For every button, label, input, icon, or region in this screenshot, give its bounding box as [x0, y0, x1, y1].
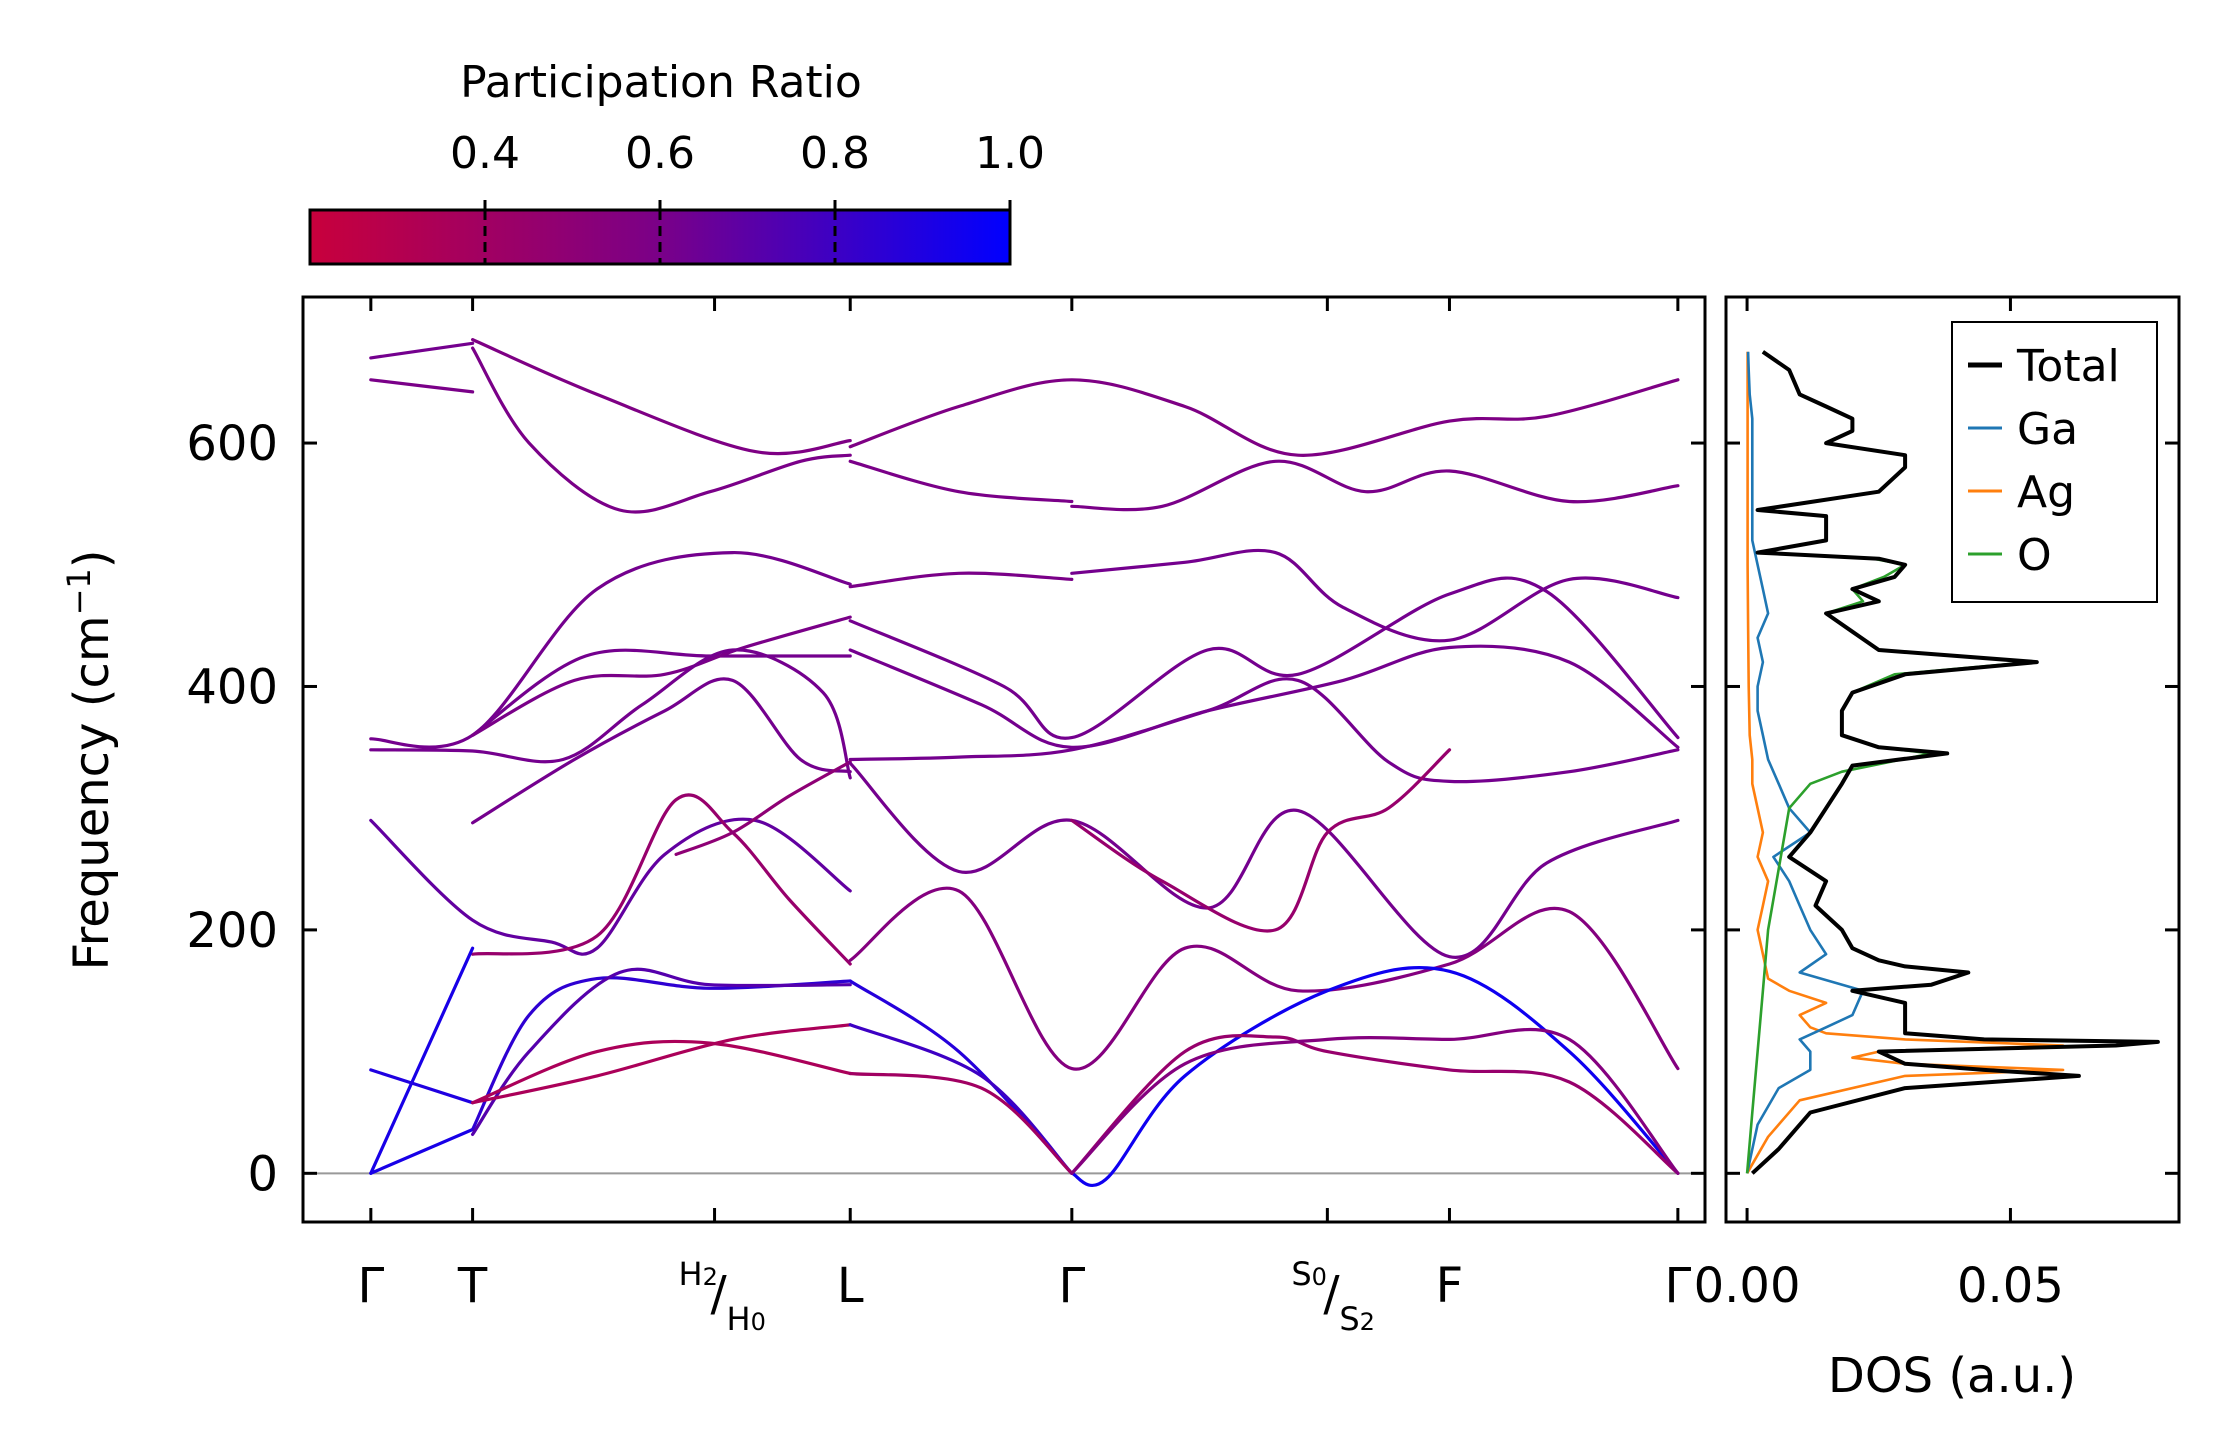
colorbar-tick-label: 0.4: [450, 128, 520, 179]
kpoint-label-top-sub: 2: [703, 1263, 718, 1291]
phonon-band: [848, 979, 1074, 1175]
kpoint-label-top: S0: [1291, 1255, 1327, 1293]
phonon-band: [1070, 1027, 1680, 1175]
dos-ticks: 0.00 0.05: [1694, 297, 2064, 1314]
phonon-band: [471, 1039, 852, 1105]
dos-curve-ag: [1745, 351, 2065, 1174]
ylabel-main: Frequency (cm: [64, 615, 120, 970]
phonon-band: [471, 346, 852, 514]
kpoint-label: T: [457, 1258, 488, 1314]
phonon-band: [674, 760, 852, 856]
kpoint-label-bottom-sub: 0: [751, 1308, 766, 1336]
frequency-tick-label: 0: [247, 1146, 278, 1202]
dos-axes-frame: [1724, 295, 2181, 1224]
frequency-ticks: 0 200 400 600: [186, 416, 2179, 1202]
dos-axis-label: DOS (a.u.): [1828, 1348, 2076, 1404]
kpoint-label-slash: /: [1323, 1266, 1340, 1322]
colorbar-tick-label: 0.6: [625, 128, 695, 179]
colorbar: Participation Ratio 0.4 0.6 0.8 1.0: [308, 57, 1045, 266]
phonon-band: [848, 571, 1074, 589]
phonon-band: [1070, 1034, 1680, 1175]
kpoint-label: Γ: [1664, 1258, 1691, 1314]
ylabel-superscript: −1: [60, 568, 98, 615]
legend-label: Ga: [2017, 404, 2078, 455]
colorbar-label: Participation Ratio: [460, 57, 862, 108]
phonon-band: [1070, 748, 1452, 933]
phonon-band: [471, 1023, 852, 1105]
colorbar-tick-label: 0.8: [800, 128, 870, 179]
phonon-band: [471, 967, 852, 1136]
colorbar-ticks: 0.4 0.6 0.8 1.0: [450, 128, 1045, 264]
phonon-band: [848, 378, 1680, 457]
frequency-axis-label: Frequency (cm−1): [60, 549, 120, 970]
kpoint-label-bottom: H0: [727, 1300, 766, 1338]
phonon-band: [848, 677, 1680, 784]
kpoint-label-bottom-letter: S: [1339, 1300, 1359, 1338]
phonon-band: [848, 886, 1680, 1071]
dos-tick-label: 0.00: [1694, 1258, 1801, 1314]
frequency-tick-label: 200: [186, 903, 278, 959]
dos-tick-label: 0.05: [1957, 1258, 2064, 1314]
phonon-band: [848, 459, 1074, 504]
phonon-band: [848, 576, 1680, 740]
dos-curve-total: [1750, 350, 2160, 1175]
phonon-band: [471, 338, 852, 456]
phonon-band: [848, 1071, 1074, 1175]
kpoint-label-top-sub: 0: [1312, 1263, 1327, 1291]
phonon-band: [848, 1023, 1074, 1175]
ylabel-tail: ): [64, 549, 120, 568]
kpoint-label-top: H2: [679, 1255, 718, 1293]
legend-label: Ag: [2017, 467, 2075, 518]
kpoint-labels: Γ T H2/H0L Γ S0/S2F Γ: [357, 1255, 1691, 1338]
legend: Total Ga Ag O: [1951, 321, 2158, 603]
kpoint-fraction-label: S0/S2: [1291, 1255, 1375, 1338]
phonon-bands: [369, 338, 1680, 1188]
legend-label: O: [2017, 530, 2052, 581]
phonon-band: [369, 946, 475, 1175]
phonon-band: [848, 761, 1680, 959]
kpoint-label-top-letter: H: [679, 1255, 703, 1293]
kpoint-label: Γ: [1058, 1258, 1085, 1314]
kpoint-ticks: [369, 297, 1680, 1222]
kpoint-label-bottom: S2: [1339, 1300, 1375, 1338]
phonon-band: [1070, 548, 1680, 643]
dos-curves: [1745, 350, 2160, 1175]
phonon-band: [848, 644, 1680, 749]
phonon-band: [369, 817, 852, 956]
phonon-band: [471, 648, 852, 737]
kpoint-label-bottom-sub: 2: [1360, 1308, 1375, 1336]
colorbar-tick-label: 1.0: [975, 128, 1045, 179]
phonon-band: [369, 648, 852, 780]
dos-panel: 0.00 0.05 DOS (a.u.) Total Ga Ag O: [1694, 295, 2181, 1404]
phonon-band: [369, 341, 475, 360]
phonon-band: [1070, 965, 1680, 1188]
kpoint-label-top-letter: S: [1291, 1255, 1311, 1293]
phonon-band: [471, 677, 852, 825]
phonon-band: [471, 793, 852, 966]
dos-curve-ga: [1745, 351, 1865, 1174]
phonon-band: [471, 615, 852, 737]
legend-label: Total: [2016, 341, 2120, 392]
kpoint-fraction-label: H2/H0: [679, 1255, 766, 1338]
phonon-band: [1070, 459, 1680, 512]
kpoint-label: Γ: [357, 1258, 384, 1314]
legend-items: Total Ga Ag O: [1968, 341, 2120, 581]
band-axes-frame: [301, 295, 1707, 1224]
phonon-band: [369, 550, 852, 749]
kpoint-label-slash: /: [711, 1266, 728, 1322]
phonon-band: [369, 1068, 475, 1105]
phonon-band: [369, 378, 475, 394]
kpoint-label-bottom-letter: H: [727, 1300, 751, 1338]
frequency-tick-label: 400: [186, 659, 278, 715]
kpoint-label: F: [1436, 1258, 1464, 1314]
kpoint-label: L: [837, 1258, 864, 1314]
phonon-band: [369, 1127, 475, 1175]
frequency-tick-label: 600: [186, 416, 278, 472]
